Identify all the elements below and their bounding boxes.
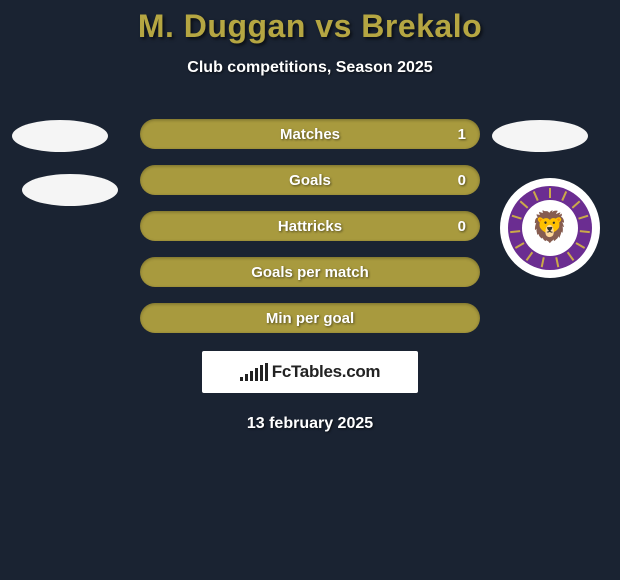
stat-label: Goals per match: [251, 264, 369, 281]
placeholder-icon: [22, 174, 118, 206]
stat-label: Hattricks: [278, 218, 342, 235]
comparison-subtitle: Club competitions, Season 2025: [0, 59, 620, 77]
stat-value-right: 1: [458, 126, 466, 143]
player1-badge-top: [12, 120, 108, 152]
stat-row-hattricks: Hattricks 0: [140, 211, 480, 241]
player2-club-crest: 🦁: [500, 178, 600, 278]
placeholder-icon: [12, 120, 108, 152]
brand-text: FcTables.com: [272, 362, 381, 382]
stat-row-min-per-goal: Min per goal: [140, 303, 480, 333]
player1-badge-bottom: [22, 174, 118, 206]
stat-row-goals-per-match: Goals per match: [140, 257, 480, 287]
stat-label: Min per goal: [266, 310, 354, 327]
comparison-date: 13 february 2025: [0, 415, 620, 433]
stat-value-right: 0: [458, 218, 466, 235]
brand-watermark[interactable]: FcTables.com: [202, 351, 418, 393]
comparison-title: M. Duggan vs Brekalo: [0, 8, 620, 45]
chart-icon: [240, 363, 268, 381]
player2-badge-top: [492, 120, 588, 152]
stat-label: Goals: [289, 172, 331, 189]
placeholder-icon: [492, 120, 588, 152]
stat-row-goals: Goals 0: [140, 165, 480, 195]
stats-list: Matches 1 Goals 0 Hattricks 0 Goals per …: [140, 119, 480, 333]
stat-label: Matches: [280, 126, 340, 143]
orlando-city-crest-icon: 🦁: [500, 178, 600, 278]
stat-row-matches: Matches 1: [140, 119, 480, 149]
stat-value-right: 0: [458, 172, 466, 189]
